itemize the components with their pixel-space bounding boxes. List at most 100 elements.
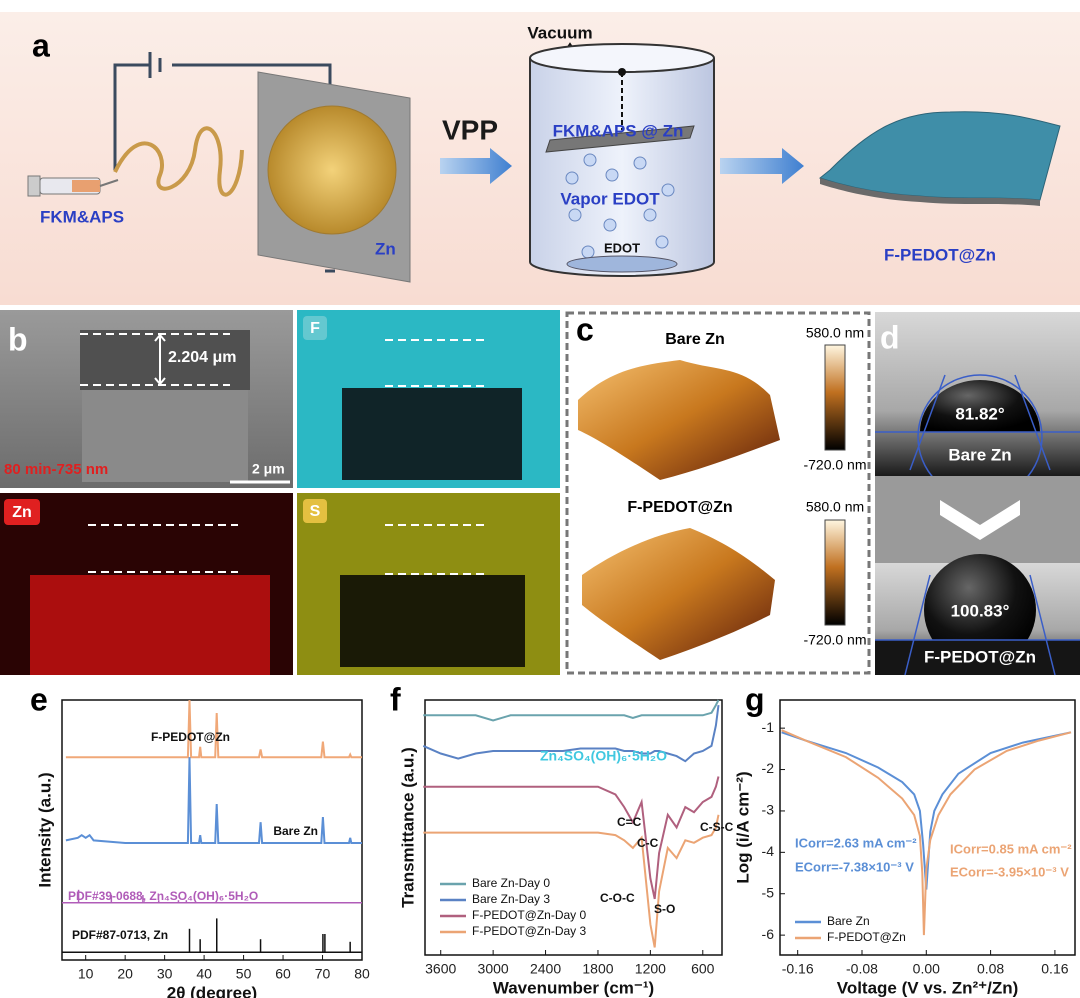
annotation: C-C bbox=[637, 836, 659, 850]
y-tick-label: -3 bbox=[762, 802, 775, 818]
tag-bg bbox=[303, 499, 327, 523]
x-tick-label: 3600 bbox=[425, 961, 456, 977]
annotation: ECorr=-3.95×10⁻³ V bbox=[950, 864, 1069, 879]
afm-title: F-PEDOT@Zn bbox=[627, 499, 732, 516]
x-tick-label: 50 bbox=[236, 966, 252, 982]
legend-label: F-PEDOT@Zn-Day 3 bbox=[472, 924, 587, 938]
sample-name: Bare Zn bbox=[948, 445, 1011, 464]
x-tick-label: 2400 bbox=[530, 961, 561, 977]
holder-pin bbox=[618, 68, 626, 76]
panel-label: a bbox=[32, 27, 50, 63]
scale-bar: 2 μm bbox=[252, 461, 285, 477]
afm-surface bbox=[582, 528, 775, 660]
label: F-PEDOT@Zn bbox=[884, 245, 996, 264]
eds-dark bbox=[340, 575, 525, 667]
label: FKM&APS bbox=[40, 207, 124, 226]
y-axis-label: Intensity (a.u.) bbox=[35, 772, 54, 887]
afm-surface bbox=[578, 360, 780, 480]
x-tick-label: 600 bbox=[691, 961, 715, 977]
legend-label: F-PEDOT@Zn-Day 0 bbox=[472, 908, 587, 922]
chamber-top bbox=[529, 43, 715, 73]
x-tick-label: -0.08 bbox=[846, 961, 878, 977]
y-tick-label: -5 bbox=[762, 884, 775, 900]
label: 2.204 μm bbox=[168, 349, 237, 366]
eds-bright bbox=[30, 575, 270, 675]
label: Zn bbox=[375, 239, 396, 258]
droplet bbox=[920, 380, 1040, 432]
contact-angle: 81.82° bbox=[955, 404, 1005, 423]
x-tick-label: 0.08 bbox=[977, 961, 1004, 977]
contact-angle: 100.83° bbox=[951, 601, 1010, 620]
plot-frame bbox=[779, 699, 1076, 956]
arrow bbox=[720, 148, 804, 184]
legend-label: Bare Zn bbox=[827, 914, 870, 928]
afm-title: Bare Zn bbox=[665, 331, 725, 348]
dish bbox=[566, 255, 678, 273]
tag-bg bbox=[4, 499, 40, 525]
panel-b: b 2.204 μm 80 min-735 nm 2 μm F Zn S bbox=[0, 310, 560, 675]
sample-plate bbox=[545, 125, 695, 153]
y-tick-label: -1 bbox=[762, 719, 775, 735]
trench bbox=[82, 390, 248, 482]
annotation: ICorr=0.85 mA cm⁻² bbox=[950, 841, 1072, 856]
series-line bbox=[422, 704, 720, 763]
series-line bbox=[423, 776, 720, 900]
battery bbox=[148, 52, 162, 78]
x-tick-label: 40 bbox=[196, 966, 212, 982]
colorbar-min: -720.0 nm bbox=[803, 457, 866, 473]
series-label: F-PEDOT@Zn bbox=[151, 730, 230, 744]
panel-label: e bbox=[30, 681, 48, 717]
annotation: C-O-C bbox=[600, 891, 635, 905]
panel-d: d 81.82° Bare Zn 100.83° F-PEDOT@Zn bbox=[875, 312, 1080, 676]
colorbar-max: 580.0 nm bbox=[806, 325, 864, 341]
guide bbox=[80, 333, 230, 386]
annotation: ICorr=2.63 mA cm⁻² bbox=[795, 835, 917, 850]
x-axis-label: 2θ (degree) bbox=[167, 983, 257, 998]
colorbar-max: 580.0 nm bbox=[806, 499, 864, 515]
panel-label: g bbox=[745, 681, 765, 717]
legend-label: F-PEDOT@Zn bbox=[827, 930, 906, 944]
fiber-mat bbox=[267, 105, 397, 235]
label: Vapor EDOT bbox=[560, 189, 660, 208]
x-tick-label: 60 bbox=[275, 966, 291, 982]
plot-frame bbox=[61, 699, 363, 961]
label: FKM&APS @ Zn bbox=[553, 121, 684, 140]
label: EDOT bbox=[604, 240, 640, 255]
panel-c: c Bare Zn 580.0 nm -720.0 nm F-PEDOT@Zn … bbox=[565, 311, 871, 675]
eds-dark bbox=[342, 388, 522, 480]
series-line bbox=[65, 757, 362, 844]
legend-label: Bare Zn-Day 3 bbox=[472, 892, 550, 906]
process-label: VPP bbox=[442, 114, 498, 145]
x-tick-label: 0.00 bbox=[913, 961, 940, 977]
chamber bbox=[529, 58, 715, 277]
y-tick-label: -6 bbox=[762, 926, 775, 942]
annotation: C=C bbox=[617, 815, 642, 829]
tangent bbox=[875, 574, 1080, 676]
coated-zn-edge bbox=[820, 178, 1040, 206]
panel-label: c bbox=[576, 311, 594, 347]
plot-frame bbox=[424, 699, 723, 956]
panel-label: f bbox=[390, 681, 401, 717]
annotation: ECorr=-7.38×10⁻³ V bbox=[795, 859, 914, 874]
x-tick-label: 30 bbox=[157, 966, 173, 982]
chevron bbox=[940, 500, 1020, 540]
vapor-bubbles bbox=[565, 153, 675, 259]
x-tick-label: 0.16 bbox=[1041, 961, 1068, 977]
ca-gap bbox=[875, 476, 1080, 566]
thickness-arrow bbox=[154, 333, 166, 386]
annotation: C-S-C bbox=[700, 820, 734, 834]
series-line bbox=[423, 699, 720, 722]
annotation: S-O bbox=[654, 902, 675, 916]
x-tick-label: 3000 bbox=[478, 961, 509, 977]
label: Vacuum bbox=[527, 23, 592, 42]
x-tick-label: 1200 bbox=[635, 961, 666, 977]
series-label: PDF#87-0713, Zn bbox=[72, 928, 168, 942]
colorbar bbox=[824, 344, 846, 451]
series-line bbox=[423, 814, 720, 948]
x-tick-label: 1800 bbox=[582, 961, 613, 977]
map-tag: F bbox=[310, 320, 320, 337]
fiber-coil bbox=[113, 126, 244, 197]
map-tag: S bbox=[310, 503, 321, 520]
